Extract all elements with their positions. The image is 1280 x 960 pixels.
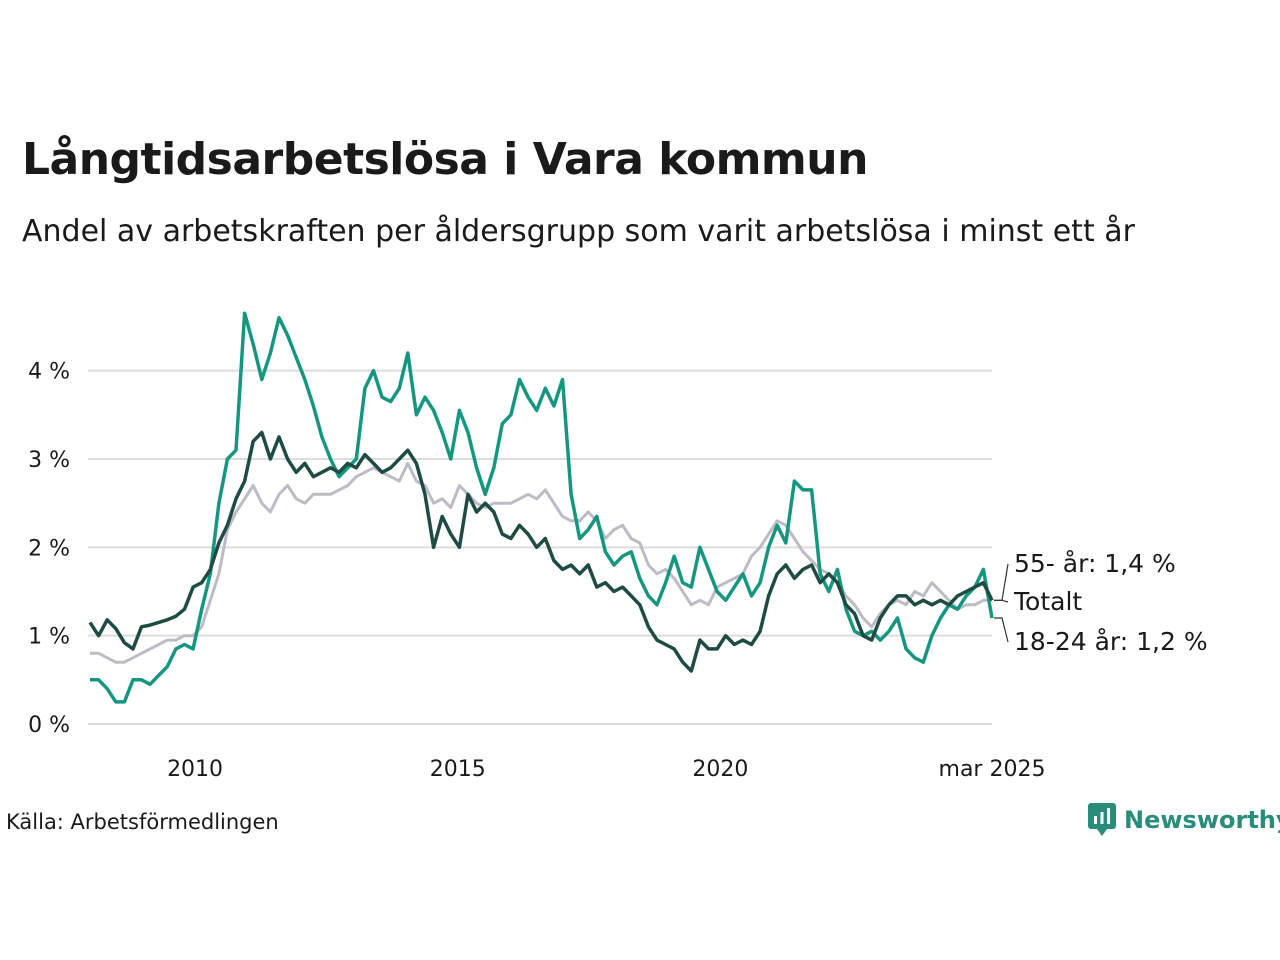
series-layer bbox=[88, 311, 994, 704]
x-tick-label: 2010 bbox=[167, 757, 223, 782]
end-label: 18-24 år: 1,2 % bbox=[1014, 627, 1208, 656]
end-label: Totalt bbox=[1013, 587, 1082, 616]
y-tick-label: 1 % bbox=[28, 625, 70, 650]
chart-subtitle: Andel av arbetskraften per åldersgrupp s… bbox=[22, 214, 1135, 249]
end-label-leader bbox=[994, 563, 1009, 601]
source-note: Källa: Arbetsförmedlingen bbox=[6, 810, 279, 834]
end-labels: 55- år: 1,4 % Totalt 18-24 år: 1,2 % bbox=[994, 549, 1208, 656]
y-tick-label: 0 % bbox=[28, 713, 70, 738]
newsworthy-logo: Newsworthy bbox=[1088, 803, 1280, 837]
line-chart: 0 % 1 % 2 % 3 % 4 % 2010 2015 2020 mar 2025 55-… bbox=[28, 311, 1208, 782]
x-tick-label: 2015 bbox=[430, 757, 486, 782]
y-tick-label: 3 % bbox=[28, 448, 70, 473]
grid-layer bbox=[88, 369, 992, 725]
x-axis-labels: 2010 2015 2020 mar 2025 bbox=[167, 757, 1045, 782]
end-label-leader bbox=[994, 599, 1009, 603]
y-axis-labels: 0 % 1 % 2 % 3 % 4 % bbox=[28, 360, 70, 738]
chart-title: Långtidsarbetslösa i Vara kommun bbox=[22, 134, 868, 185]
y-tick-label: 2 % bbox=[28, 536, 70, 561]
end-label-leader bbox=[994, 617, 1009, 643]
y-tick-label: 4 % bbox=[28, 360, 70, 385]
x-tick-label: 2020 bbox=[692, 757, 748, 782]
newsworthy-logo-text: Newsworthy bbox=[1124, 806, 1280, 834]
x-tick-label: mar 2025 bbox=[939, 757, 1046, 782]
end-label: 55- år: 1,4 % bbox=[1014, 549, 1176, 578]
newsworthy-logo-icon bbox=[1088, 803, 1116, 836]
series-line-age55 bbox=[88, 430, 994, 673]
